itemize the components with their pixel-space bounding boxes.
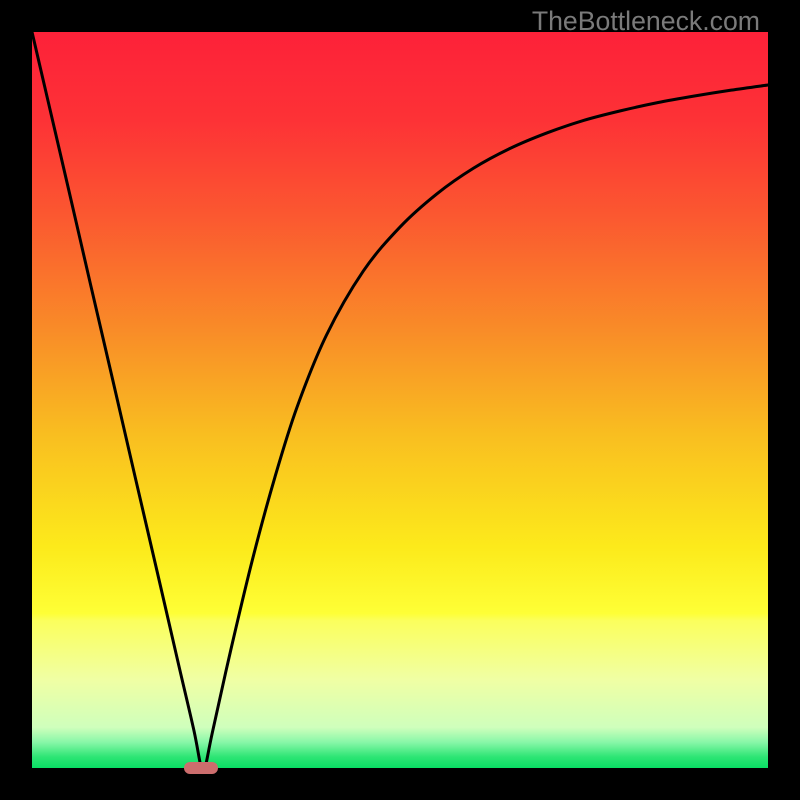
bottleneck-curve-path [32, 32, 768, 773]
chart-svg [32, 32, 768, 768]
bottleneck-marker [184, 762, 218, 774]
chart-plot-area [32, 32, 768, 768]
